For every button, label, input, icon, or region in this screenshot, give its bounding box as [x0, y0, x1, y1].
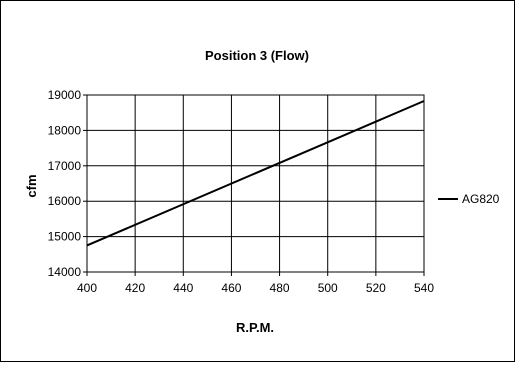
- x-tick-label-440: 440: [173, 281, 193, 295]
- x-tick-label-520: 520: [366, 281, 386, 295]
- x-tick-label-500: 500: [318, 281, 338, 295]
- y-tick-label-18000: 18000: [48, 123, 82, 137]
- plot-background: [87, 95, 424, 272]
- y-tick-label-15000: 15000: [48, 230, 82, 244]
- plot-area: 400 420 440 460 480 500 520 540 14000 15000 16000…: [48, 88, 435, 295]
- chart-title: Position 3 (Flow): [205, 48, 309, 63]
- x-tick-label-480: 480: [270, 281, 290, 295]
- x-tick-label-460: 460: [221, 281, 241, 295]
- x-tick-label-540: 540: [414, 281, 434, 295]
- y-tick-label-19000: 19000: [48, 88, 82, 102]
- x-tick-label-400: 400: [77, 281, 97, 295]
- y-axis-label: cfm: [24, 174, 39, 197]
- x-tick-label-420: 420: [125, 281, 145, 295]
- legend-label-ag820: AG820: [462, 192, 500, 206]
- x-axis-label: R.P.M.: [236, 320, 274, 335]
- y-tick-label-16000: 16000: [48, 194, 82, 208]
- y-tick-label-17000: 17000: [48, 159, 82, 173]
- y-tick-label-14000: 14000: [48, 265, 82, 279]
